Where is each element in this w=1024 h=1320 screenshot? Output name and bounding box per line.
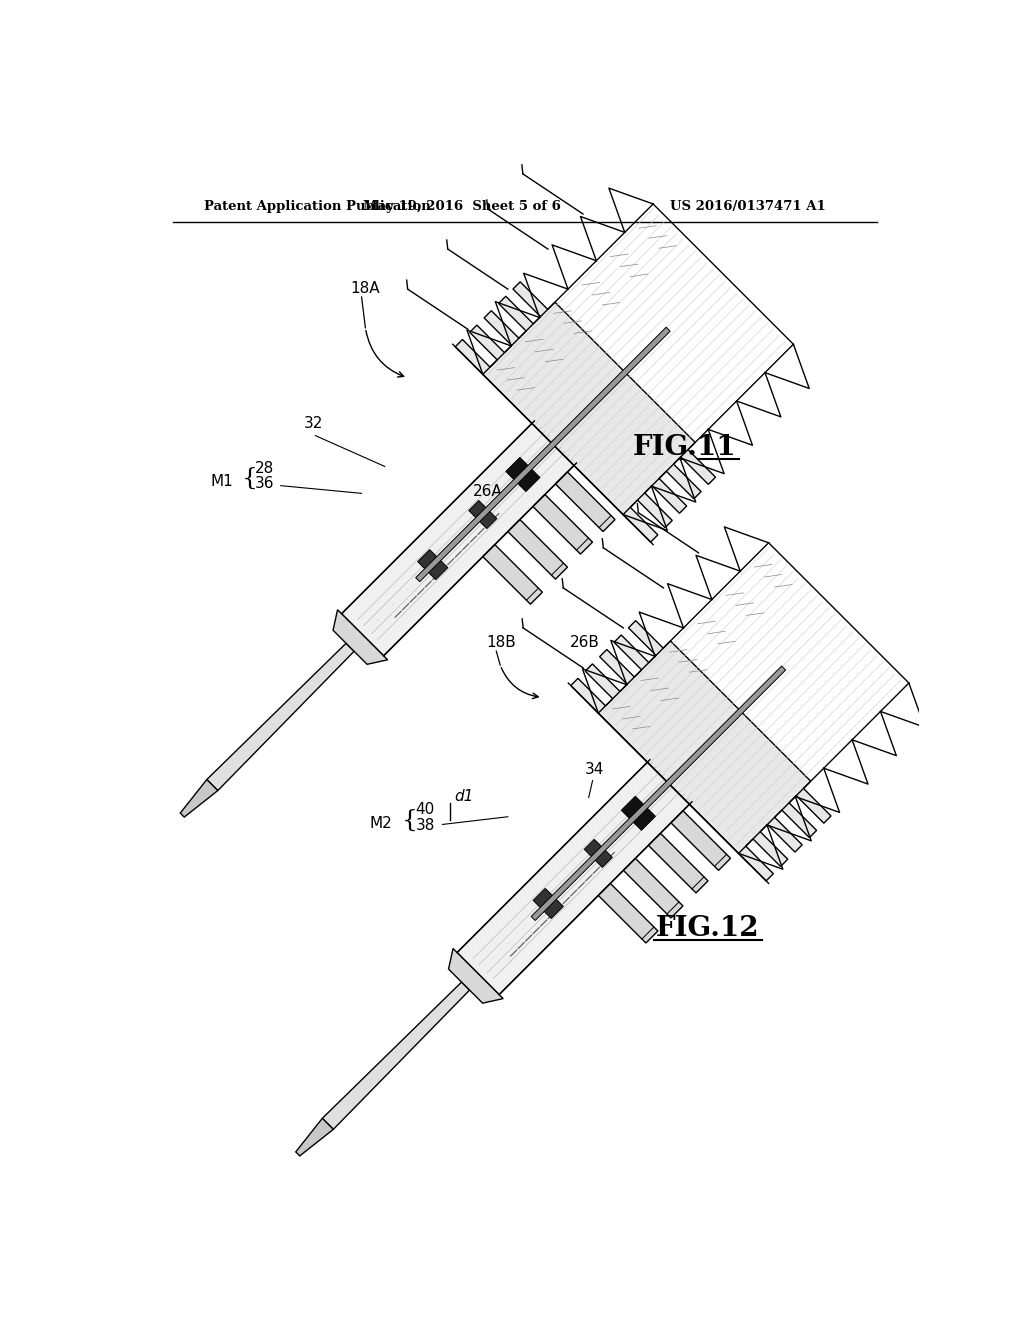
Polygon shape: [207, 643, 354, 791]
Polygon shape: [531, 667, 785, 920]
Polygon shape: [333, 610, 388, 664]
Polygon shape: [323, 982, 470, 1130]
Polygon shape: [469, 500, 497, 528]
Polygon shape: [456, 282, 716, 543]
Polygon shape: [555, 473, 615, 532]
Text: 32: 32: [304, 416, 324, 430]
Text: 18B: 18B: [486, 635, 516, 651]
Text: FIG.12: FIG.12: [656, 915, 760, 942]
Polygon shape: [474, 366, 632, 524]
Text: 36: 36: [255, 477, 274, 491]
Polygon shape: [570, 620, 831, 880]
Polygon shape: [482, 545, 543, 605]
Polygon shape: [342, 421, 577, 656]
Text: 26B: 26B: [569, 635, 599, 651]
Text: {: {: [401, 809, 418, 832]
Text: Patent Application Publication: Patent Application Publication: [204, 199, 430, 213]
Text: 34: 34: [585, 763, 604, 777]
Polygon shape: [418, 549, 447, 579]
Text: 18A: 18A: [350, 281, 380, 296]
Text: 28: 28: [255, 461, 274, 475]
Polygon shape: [296, 1118, 334, 1156]
Polygon shape: [598, 883, 658, 942]
Text: d1: d1: [454, 789, 473, 804]
Polygon shape: [589, 704, 748, 862]
Polygon shape: [622, 796, 655, 830]
Text: 26A: 26A: [473, 483, 503, 499]
Text: {: {: [243, 466, 258, 490]
Polygon shape: [457, 760, 692, 994]
Text: M2: M2: [370, 816, 392, 832]
Text: 38: 38: [416, 818, 435, 833]
Polygon shape: [508, 520, 567, 579]
Polygon shape: [671, 810, 730, 870]
Polygon shape: [506, 458, 540, 491]
Polygon shape: [416, 327, 670, 582]
Polygon shape: [532, 495, 593, 554]
Polygon shape: [534, 888, 563, 919]
Text: M1: M1: [210, 474, 233, 488]
Polygon shape: [180, 780, 218, 817]
Polygon shape: [585, 840, 612, 867]
Polygon shape: [648, 833, 708, 892]
Text: FIG.11: FIG.11: [633, 434, 737, 461]
Polygon shape: [624, 858, 683, 917]
Text: May 19, 2016  Sheet 5 of 6: May 19, 2016 Sheet 5 of 6: [362, 199, 560, 213]
Polygon shape: [449, 949, 503, 1003]
Text: US 2016/0137471 A1: US 2016/0137471 A1: [670, 199, 825, 213]
Text: 40: 40: [416, 803, 435, 817]
